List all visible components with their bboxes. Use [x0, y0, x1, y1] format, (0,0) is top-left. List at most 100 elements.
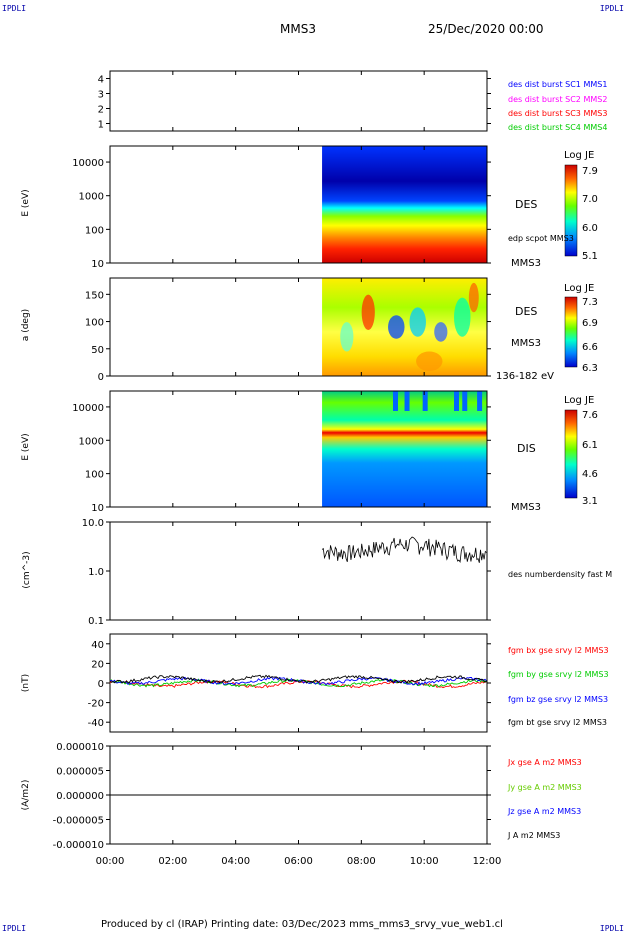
energy-range-label: 136-182 eV — [496, 371, 554, 382]
y-tick-label: -0.000005 — [53, 816, 104, 827]
edp-scpot-label: edp scpot MMS3 — [508, 234, 574, 243]
des-energy-spectrogram — [322, 146, 487, 263]
bz-series-label: fgm bz gse srvy l2 MMS3 — [508, 695, 609, 704]
y-tick-label: 10000 — [72, 158, 104, 169]
corner-label-bottom-left: IPDLI — [2, 924, 27, 933]
ylabel-des-energy: E (eV) — [21, 189, 31, 217]
y-tick-label: 100 — [85, 318, 104, 329]
ylabel-current-density: (A/m2) — [21, 779, 31, 811]
spacecraft-title: MMS3 — [280, 22, 316, 36]
dis-gap — [477, 391, 483, 411]
bx-series-label: fgm bx gse srvy l2 MMS3 — [508, 646, 609, 655]
bt-series-label: fgm bt gse srvy l2 MMS3 — [508, 718, 607, 727]
colorbar — [564, 409, 578, 499]
legend-mms4: des dist burst SC4 MMS4 — [508, 123, 608, 132]
des-energy-spacecraft-label: MMS3 — [511, 258, 541, 269]
y-tick-label: -40 — [88, 718, 104, 729]
panel-frame — [109, 70, 488, 132]
colorbar-3-tick: 3.1 — [582, 496, 598, 507]
time-tick-label: 10:00 — [410, 856, 439, 867]
colorbar-1-tick: 6.0 — [582, 223, 598, 234]
y-tick-label: 0.000010 — [56, 742, 104, 753]
y-tick-label: 1000 — [79, 192, 104, 203]
y-tick-label: -20 — [88, 699, 104, 710]
y-tick-label: 150 — [85, 290, 104, 301]
colorbar-3-tick: 4.6 — [582, 469, 598, 480]
y-tick-label: 40 — [91, 640, 104, 651]
panel-frame — [109, 521, 488, 621]
ylabel-dis-energy: E (eV) — [21, 433, 31, 461]
dis-gap — [404, 391, 410, 411]
colorbar-3-title: Log JE — [564, 395, 595, 406]
colorbar — [564, 296, 578, 368]
colorbar-3-tick: 6.1 — [582, 440, 598, 451]
pitch-structure — [416, 351, 443, 372]
colorbar-3-tick: 7.6 — [582, 410, 598, 421]
colorbar-1-tick: 7.0 — [582, 194, 598, 205]
des-pitch-label: DES — [515, 305, 538, 318]
y-tick-label: 50 — [91, 345, 104, 356]
colorbar-1-tick: 5.1 — [582, 251, 598, 262]
density-curve — [321, 536, 487, 564]
pitch-structure — [434, 322, 448, 342]
dis-gap — [422, 391, 428, 411]
legend-mms1: des dist burst SC1 MMS1 — [508, 80, 608, 89]
y-tick-label: 100 — [85, 470, 104, 481]
y-tick-label: 1000 — [79, 436, 104, 447]
des-pitch-spacecraft-label: MMS3 — [511, 338, 541, 349]
dis-energy-label: DIS — [517, 442, 536, 455]
y-tick-label: 10 — [91, 503, 104, 514]
date-title: 25/Dec/2020 00:00 — [428, 22, 544, 36]
colorbar — [564, 164, 578, 257]
y-tick-label: 0.000000 — [56, 791, 104, 802]
y-tick-label: 1.0 — [88, 567, 104, 578]
y-tick-label: 10.0 — [82, 518, 104, 529]
y-tick-label: 100 — [85, 225, 104, 236]
colorbar-1-title: Log JE — [564, 150, 595, 161]
time-tick-label: 02:00 — [158, 856, 187, 867]
jx-series-label: Jx gse A m2 MMS3 — [508, 758, 582, 767]
dis-gap — [392, 391, 398, 411]
y-tick-label: -0.000010 — [53, 840, 104, 851]
pitch-structure — [409, 307, 426, 337]
jz-series-label: Jz gse A m2 MMS3 — [508, 807, 582, 816]
y-tick-label: 4 — [98, 75, 104, 86]
colorbar-2-tick: 6.6 — [582, 342, 598, 353]
time-tick-label: 12:00 — [473, 856, 502, 867]
colorbar-2-title: Log JE — [564, 283, 595, 294]
pitch-structure — [468, 282, 479, 313]
density-series-label: des numberdensity fast M — [508, 570, 613, 579]
colorbar-2-tick: 6.3 — [582, 363, 598, 374]
legend-mms3: des dist burst SC3 MMS3 — [508, 109, 608, 118]
time-tick-label: 08:00 — [347, 856, 376, 867]
ylabel-density: (cm^-3) — [22, 551, 32, 589]
ylabel-magnetic-field: (nT) — [21, 673, 31, 693]
dis-energy-spacecraft-label: MMS3 — [511, 502, 541, 513]
pitch-structure — [454, 297, 471, 337]
pitch-structure — [388, 315, 405, 339]
y-tick-label: 2 — [98, 105, 104, 116]
jy-series-label: Jy gse A m2 MMS3 — [508, 783, 582, 792]
colorbar-2-tick: 7.3 — [582, 297, 598, 308]
colorbar-2-tick: 6.9 — [582, 318, 598, 329]
y-tick-label: 3 — [98, 90, 104, 101]
field-curve — [109, 674, 487, 684]
pitch-structure — [361, 294, 375, 330]
y-tick-label: 0 — [98, 679, 104, 690]
j-series-label: J A m2 MMS3 — [508, 831, 561, 840]
dis-gap — [462, 391, 468, 411]
y-tick-label: 10000 — [72, 403, 104, 414]
y-tick-label: 1 — [98, 120, 104, 131]
time-tick-label: 06:00 — [284, 856, 313, 867]
y-tick-label: 0 — [98, 372, 104, 383]
corner-label-top-right: IPDLI — [599, 4, 624, 13]
dis-gap — [454, 391, 460, 411]
legend-mms2: des dist burst SC2 MMS2 — [508, 95, 608, 104]
y-tick-label: 10 — [91, 259, 104, 270]
time-tick-label: 04:00 — [221, 856, 250, 867]
colorbar-1-tick: 7.9 — [582, 166, 598, 177]
des-energy-label: DES — [515, 198, 538, 211]
ylabel-des-pitch: a (deg) — [21, 308, 31, 342]
y-tick-label: 0.000005 — [56, 767, 104, 778]
footer-credit: Produced by cl (IRAP) Printing date: 03/… — [101, 919, 503, 930]
